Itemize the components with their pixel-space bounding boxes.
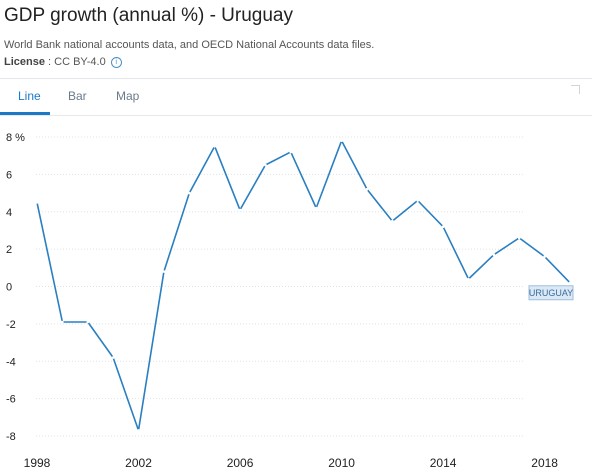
data-point[interactable] <box>340 139 343 143</box>
data-point[interactable] <box>264 163 267 167</box>
data-point[interactable] <box>111 356 115 359</box>
tab-line[interactable]: Line <box>18 89 41 103</box>
series-points <box>35 139 572 432</box>
y-tick-label: 6 <box>6 169 12 181</box>
data-point[interactable] <box>467 277 470 281</box>
data-point[interactable] <box>35 201 39 204</box>
license-label: License <box>4 56 45 68</box>
data-point[interactable] <box>391 219 394 223</box>
data-point[interactable] <box>162 270 166 273</box>
data-point[interactable] <box>492 253 496 257</box>
tab-bar[interactable]: Bar <box>68 89 87 103</box>
series-end-label[interactable]: URUGUAY <box>528 285 574 301</box>
data-point[interactable] <box>86 320 90 324</box>
data-point[interactable] <box>137 429 140 432</box>
x-tick-label: 1998 <box>24 456 51 470</box>
data-point[interactable] <box>289 150 293 154</box>
x-tick-label: 2006 <box>227 456 254 470</box>
y-axis-ticks: 8 % 6 4 2 0 -2 -4 -6 -8 <box>6 132 25 443</box>
data-point[interactable] <box>517 236 521 240</box>
y-tick-label: -8 <box>6 431 16 443</box>
tab-map[interactable]: Map <box>116 89 140 103</box>
x-tick-label: 2010 <box>328 456 355 470</box>
data-point[interactable] <box>441 225 445 228</box>
x-tick-label: 2014 <box>430 456 457 470</box>
y-tick-label: 4 <box>6 207 12 219</box>
series-line-uruguay[interactable] <box>36 139 571 432</box>
data-point[interactable] <box>61 320 64 324</box>
y-tick-label: 8 % <box>6 132 25 144</box>
data-point[interactable] <box>568 281 572 285</box>
y-tick-label: -2 <box>6 319 16 331</box>
y-tick-label: -4 <box>6 356 16 368</box>
chart-tabs: Line Bar Map <box>0 79 592 116</box>
y-tick-label: -6 <box>6 394 16 406</box>
grid-lines <box>36 136 524 437</box>
y-tick-label: 2 <box>6 244 12 256</box>
license-line: License : CC BY-4.0 i <box>4 56 122 68</box>
info-icon[interactable]: i <box>110 57 122 68</box>
x-axis-ticks: 1998 2002 2006 2010 2014 2018 <box>24 456 559 470</box>
source-text: World Bank national accounts data, and O… <box>4 39 375 51</box>
y-tick-label: 0 <box>6 282 12 294</box>
x-tick-label: 2018 <box>531 456 558 470</box>
data-point[interactable] <box>416 199 420 202</box>
data-point[interactable] <box>213 145 216 148</box>
data-point[interactable] <box>543 255 546 258</box>
data-point[interactable] <box>187 191 191 195</box>
chart-panel: Line Bar Map <box>0 78 592 475</box>
license-value: : CC BY-4.0 <box>44 56 106 68</box>
data-point[interactable] <box>365 188 369 191</box>
x-tick-label: 2002 <box>125 456 152 470</box>
end-label-box <box>528 285 574 301</box>
data-point[interactable] <box>238 208 242 212</box>
expand-corner-icon[interactable] <box>571 85 580 94</box>
end-label-text: URUGUAY <box>529 288 573 298</box>
data-point[interactable] <box>314 206 318 210</box>
active-tab-indicator <box>0 112 50 115</box>
page-title: GDP growth (annual %) - Uruguay <box>4 5 293 26</box>
